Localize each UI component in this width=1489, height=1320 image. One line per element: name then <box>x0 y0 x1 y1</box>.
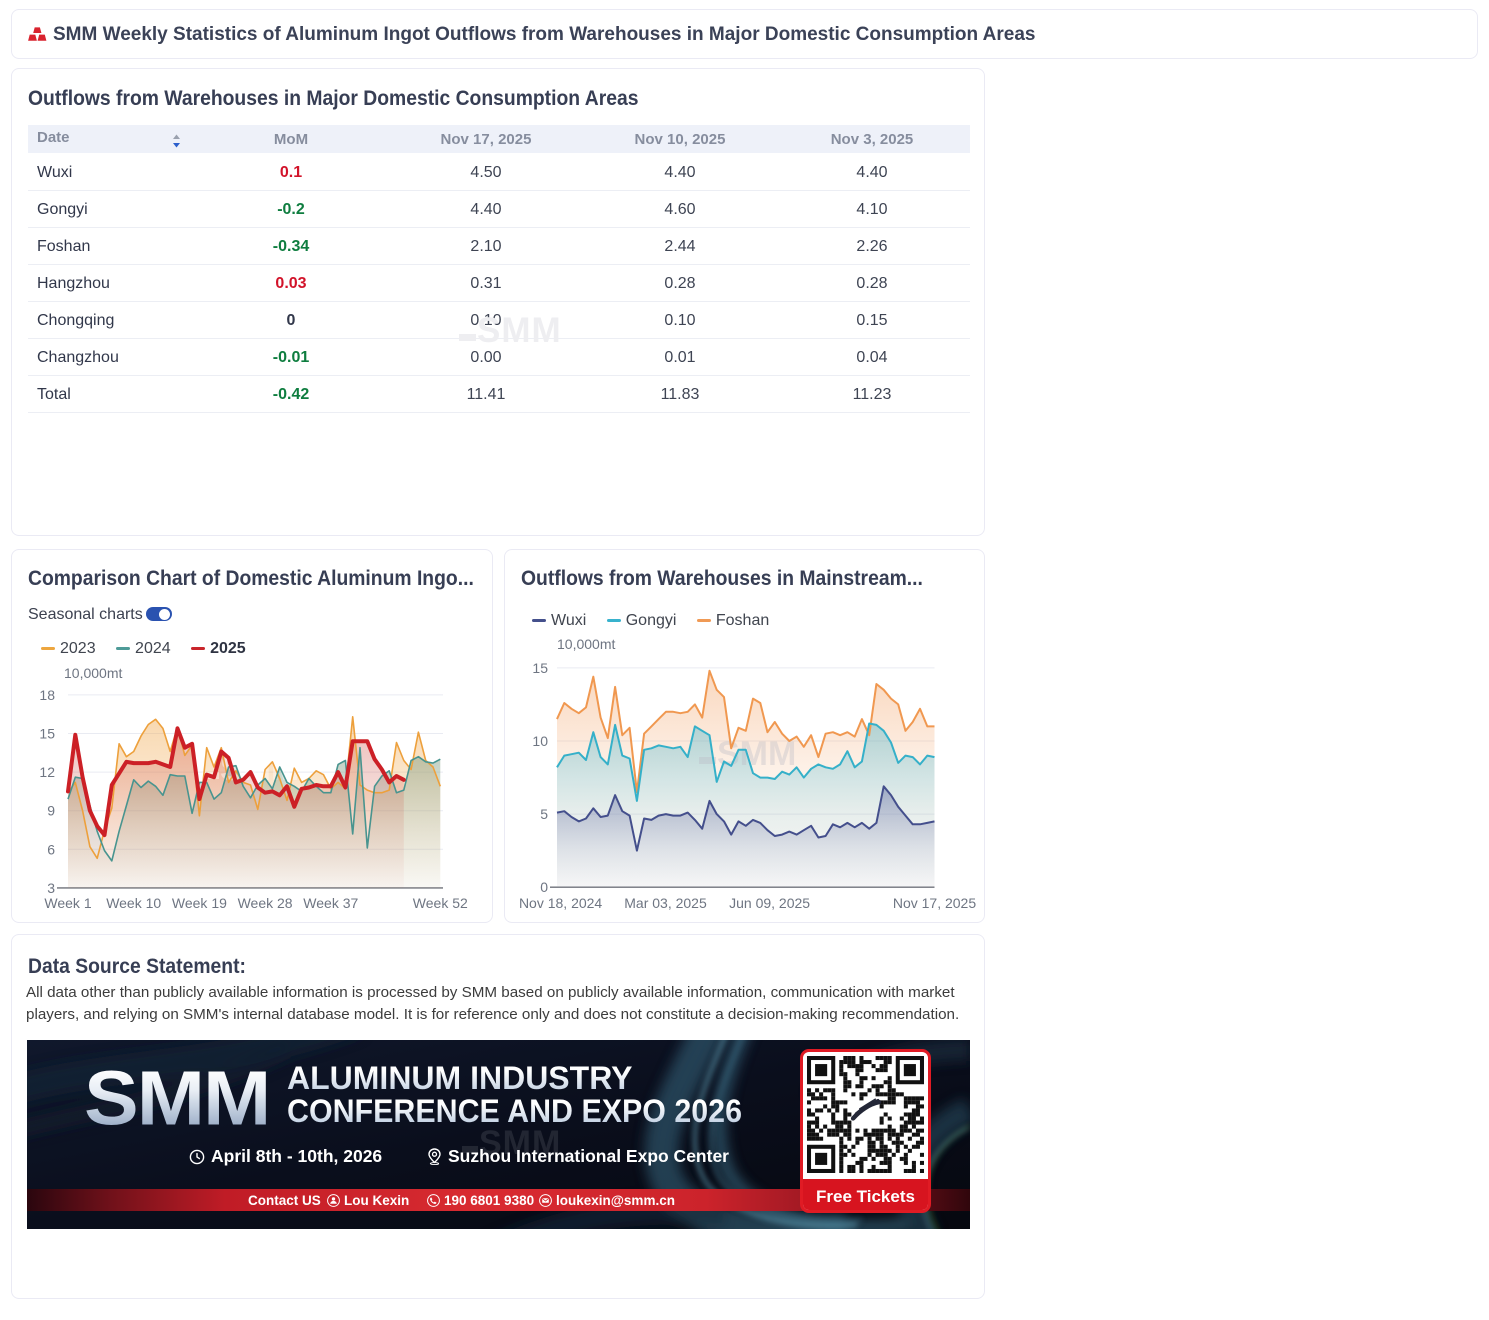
svg-text:15: 15 <box>532 660 548 676</box>
svg-text:Nov 17, 2025: Nov 17, 2025 <box>893 895 976 911</box>
svg-text:0: 0 <box>540 879 548 895</box>
svg-text:10: 10 <box>532 733 548 749</box>
svg-text:5: 5 <box>540 806 548 822</box>
svg-text:18: 18 <box>39 687 55 703</box>
svg-text:Jun 09, 2025: Jun 09, 2025 <box>729 895 810 911</box>
svg-text:Week 10: Week 10 <box>106 895 161 911</box>
svg-text:10,000mt: 10,000mt <box>64 665 122 681</box>
svg-text:Week 1: Week 1 <box>44 895 91 911</box>
svg-text:SMM: SMM <box>717 735 796 773</box>
svg-text:15: 15 <box>39 726 55 742</box>
svg-text:Week 28: Week 28 <box>238 895 293 911</box>
svg-text:Week 37: Week 37 <box>303 895 358 911</box>
svg-text:10,000mt: 10,000mt <box>557 636 615 652</box>
svg-text:Week 52: Week 52 <box>413 895 468 911</box>
svg-text:6: 6 <box>47 841 55 857</box>
svg-text:9: 9 <box>47 803 55 819</box>
svg-text:Week 19: Week 19 <box>172 895 227 911</box>
svg-text:12: 12 <box>39 764 55 780</box>
svg-text:Nov 18, 2024: Nov 18, 2024 <box>519 895 602 911</box>
svg-text:3: 3 <box>47 880 55 896</box>
svg-text:Mar 03, 2025: Mar 03, 2025 <box>624 895 707 911</box>
